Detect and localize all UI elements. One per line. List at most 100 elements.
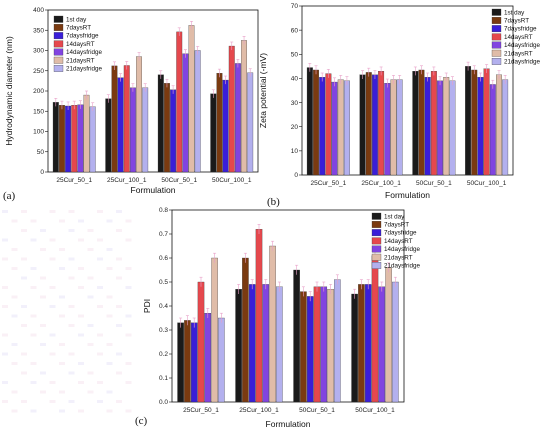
bar — [117, 77, 124, 173]
artifact-dash — [49, 210, 56, 213]
y-tick-label: 0.0 — [159, 399, 168, 406]
artifact-dash — [59, 295, 65, 299]
artifact-dash — [125, 333, 132, 337]
artifact-dash — [30, 333, 37, 337]
bar — [477, 77, 484, 176]
legend-swatch — [491, 49, 502, 57]
artifact-dash — [21, 276, 27, 280]
artifact-dash — [78, 238, 84, 242]
artifact-dash — [30, 238, 37, 242]
artifact-dash — [97, 286, 103, 289]
y-axis-title: Hydrodynamic diameter (nm) — [4, 36, 14, 146]
legend-swatch — [53, 65, 64, 72]
bar — [331, 81, 338, 176]
x-tick-label: 50Cur_50_1 — [161, 177, 197, 184]
artifact-dash — [49, 238, 56, 242]
artifact-dash — [59, 409, 65, 413]
bar — [52, 102, 59, 173]
bar — [365, 72, 372, 176]
bar — [319, 77, 326, 176]
y-tick-label: 70 — [291, 3, 299, 10]
artifact-dash — [59, 248, 65, 251]
artifact-dash — [2, 400, 8, 403]
artifact-dash — [49, 257, 56, 261]
chart-panel-1: 0 50 100 150 200 250 300 350 400 25Cur_50_1 25Cur_… — [3, 7, 259, 202]
bar — [111, 65, 118, 173]
legend-label: 7daysfridge — [384, 230, 417, 237]
bar — [378, 71, 385, 176]
bar — [306, 67, 313, 176]
legend-swatch — [371, 221, 382, 228]
bar — [170, 89, 177, 173]
artifact-dash — [125, 314, 132, 318]
legend-swatch — [53, 15, 64, 23]
y-tick-label: 400 — [33, 7, 44, 14]
legend-label: 7daysfridge — [504, 26, 537, 33]
bar — [142, 87, 149, 173]
legend-swatch — [371, 262, 382, 269]
bar — [157, 74, 164, 173]
bar — [364, 284, 372, 403]
bar — [392, 281, 399, 403]
legend-swatch — [491, 8, 502, 16]
legend-swatch — [491, 41, 502, 49]
legend-label: 21daysfridge — [504, 59, 541, 66]
artifact-dash — [2, 333, 8, 337]
artifact-dash — [106, 248, 113, 251]
artifact-dash — [30, 362, 37, 365]
y-tick-label: 30 — [291, 100, 299, 107]
artifact-dash — [49, 352, 56, 356]
bar — [443, 77, 450, 176]
artifact-dash — [21, 371, 27, 375]
legend-swatch — [371, 253, 382, 261]
bar — [89, 106, 96, 173]
legend-label: 14daysfridge — [384, 246, 421, 253]
artifact-dash — [2, 257, 8, 261]
artifact-dash — [116, 324, 122, 327]
legend-label: 7daysRT — [384, 222, 409, 229]
artifact-dash — [11, 267, 18, 270]
bar — [235, 289, 242, 403]
artifact-dash — [49, 286, 56, 289]
bar — [211, 257, 218, 403]
legend-label: 7daysRT — [66, 25, 91, 32]
artifact-dash — [125, 409, 132, 413]
x-tick-label: 25Cur_100_1 — [361, 180, 401, 187]
bar — [337, 79, 344, 176]
bar — [194, 50, 201, 173]
x-tick-label: 50Cur_50_1 — [416, 180, 452, 187]
artifact-dash — [97, 238, 103, 242]
legend-label: 14daysRT — [384, 238, 413, 245]
panel-letter: (c) — [135, 415, 148, 427]
artifact-dash — [97, 210, 103, 213]
artifact-dash — [59, 267, 65, 270]
artifact-dash — [30, 409, 37, 413]
bar — [424, 77, 431, 176]
bar — [269, 245, 276, 403]
artifact-dash — [78, 333, 84, 337]
artifact-dash — [2, 381, 8, 384]
bar — [255, 229, 263, 403]
y-tick-label: 0.3 — [159, 327, 168, 334]
artifact-dash — [125, 381, 132, 384]
legend-label: 21daysfridge — [66, 66, 103, 73]
artifact-dash — [40, 295, 46, 299]
artifact-dash — [11, 343, 18, 346]
bar — [384, 83, 391, 176]
x-axis-title: Formulation — [266, 419, 311, 429]
artifact-dash — [40, 390, 46, 394]
artifact-dash — [11, 219, 18, 223]
legend-swatch — [491, 17, 502, 24]
artifact-dash — [87, 324, 94, 327]
y-tick-label: 150 — [33, 108, 44, 115]
bar — [293, 269, 300, 403]
y-tick-label: 0.8 — [159, 207, 168, 214]
artifact-dash — [49, 305, 56, 308]
bar — [248, 284, 256, 403]
artifact-dash — [2, 352, 8, 356]
legend-swatch — [371, 237, 382, 245]
artifact-dash — [87, 276, 94, 280]
bar — [300, 291, 307, 403]
bar — [465, 66, 472, 176]
